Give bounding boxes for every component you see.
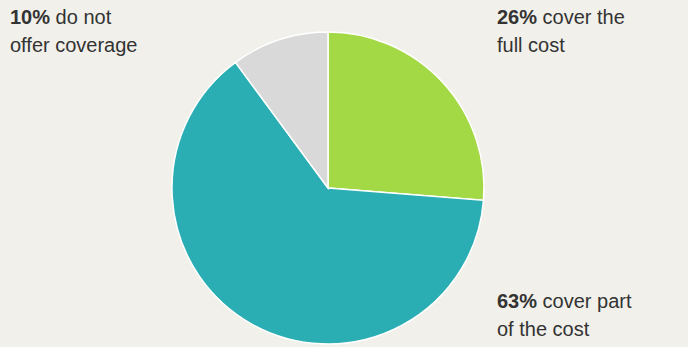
slice <box>236 32 328 188</box>
slice-label: 63% cover part of the cost <box>497 290 632 340</box>
slice <box>328 32 484 200</box>
slice-label: 26% cover the full cost <box>497 6 625 56</box>
label-text: cover part <box>537 290 632 312</box>
value-label: 26% <box>497 6 537 28</box>
label-text: do not <box>50 6 112 28</box>
label-text: cover the <box>537 6 625 28</box>
label-text: offer coverage <box>10 34 138 56</box>
label-text: of the cost <box>497 318 590 340</box>
background <box>0 0 688 347</box>
label-text: full cost <box>497 34 565 56</box>
value-label: 10% <box>10 6 50 28</box>
slices <box>172 32 484 344</box>
value-label: 63% <box>497 290 537 312</box>
chart: 26% cover the full cost 63% cover part of t… <box>0 0 688 347</box>
slice-label: 10% do not offer coverage <box>10 6 138 56</box>
